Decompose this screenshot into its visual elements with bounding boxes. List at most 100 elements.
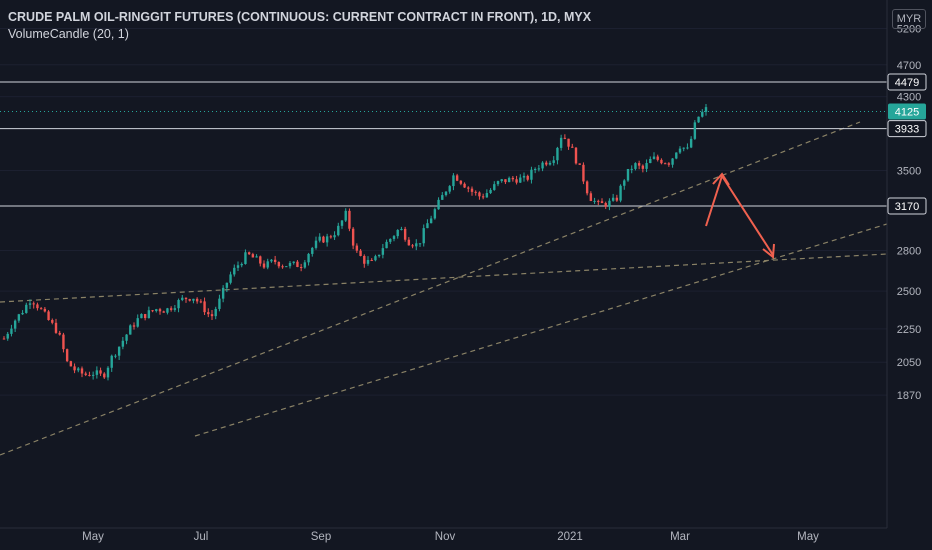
candle-body xyxy=(148,310,150,318)
candle-body xyxy=(359,251,361,256)
candle-body xyxy=(460,181,462,184)
candle-body xyxy=(81,368,83,373)
candle-body xyxy=(653,157,655,159)
candle-body xyxy=(694,122,696,139)
candle-body xyxy=(512,178,514,179)
indicator-label[interactable]: VolumeCandle (20, 1) xyxy=(8,26,591,43)
candle-body xyxy=(627,169,629,180)
time-tick-label: Jul xyxy=(194,531,209,543)
candle-body xyxy=(177,300,179,308)
level-tag-label: 4479 xyxy=(895,77,919,89)
candle-body xyxy=(382,248,384,255)
candle-body xyxy=(307,254,309,262)
candle-body xyxy=(114,356,116,357)
candle-body xyxy=(508,178,510,182)
price-tick-label: 2500 xyxy=(897,286,921,298)
candle-body xyxy=(586,181,588,193)
candle-body xyxy=(285,266,287,267)
time-tick-label: Nov xyxy=(435,531,456,543)
candle-body xyxy=(21,313,23,314)
candle-body xyxy=(118,347,120,356)
candle-body xyxy=(40,308,42,309)
candle-body xyxy=(348,211,350,229)
candle-body xyxy=(296,262,298,267)
candle-body xyxy=(430,218,432,223)
candle-body xyxy=(73,366,75,370)
candle-body xyxy=(315,241,317,248)
candle-body xyxy=(107,368,109,378)
candle-body xyxy=(10,329,12,334)
candle-body xyxy=(441,195,443,200)
symbol-title[interactable]: CRUDE PALM OIL-RINGGIT FUTURES (CONTINUO… xyxy=(8,9,591,26)
candle-body xyxy=(579,163,581,164)
candle-body xyxy=(489,190,491,193)
candle-body xyxy=(393,236,395,239)
candle-body xyxy=(181,298,183,300)
candle-body xyxy=(445,192,447,195)
candle-body xyxy=(397,230,399,236)
candle-body xyxy=(631,169,633,170)
candle-body xyxy=(415,243,417,246)
candle-body xyxy=(649,159,651,163)
time-tick-label: May xyxy=(797,531,819,543)
candle-body xyxy=(482,196,484,197)
candle-body xyxy=(300,267,302,268)
candle-body xyxy=(612,198,614,201)
candle-body xyxy=(47,311,49,320)
candle-body xyxy=(189,299,191,301)
candle-body xyxy=(527,176,529,180)
candle-body xyxy=(449,186,451,192)
candle-body xyxy=(534,169,536,170)
time-tick-label: 2021 xyxy=(557,531,583,543)
candle-body xyxy=(14,321,16,329)
candle-body xyxy=(660,160,662,163)
candle-body xyxy=(200,301,202,302)
candle-body xyxy=(541,163,543,169)
candle-body xyxy=(389,239,391,242)
candle-body xyxy=(538,168,540,169)
candle-body xyxy=(619,186,621,201)
time-tick-label: May xyxy=(82,531,104,543)
candle-body xyxy=(400,229,402,230)
candle-body xyxy=(88,375,90,376)
candle-body xyxy=(645,163,647,169)
candle-body xyxy=(151,310,153,311)
candle-body xyxy=(140,314,142,318)
candle-body xyxy=(133,325,135,326)
candle-body xyxy=(51,320,53,323)
candle-body xyxy=(553,160,555,163)
candle-body xyxy=(593,201,595,202)
level-tag-label: 3933 xyxy=(895,124,919,136)
candle-body xyxy=(378,255,380,256)
candle-body xyxy=(671,159,673,165)
candle-body xyxy=(263,264,265,268)
candle-body xyxy=(33,303,35,304)
candle-body xyxy=(237,265,239,268)
candle-body xyxy=(137,318,139,327)
candle-body xyxy=(36,304,38,308)
candle-body xyxy=(549,163,551,165)
candle-body xyxy=(683,148,685,149)
candle-body xyxy=(616,198,618,201)
candle-body xyxy=(642,166,644,169)
candle-body xyxy=(345,211,347,221)
candle-body xyxy=(229,274,231,282)
candle-body xyxy=(452,175,454,186)
candle-body xyxy=(326,236,328,242)
candle-body xyxy=(634,163,636,169)
candle-body xyxy=(77,368,79,370)
candle-body xyxy=(437,200,439,209)
price-tick-label: 2800 xyxy=(897,245,921,257)
chart-legend: CRUDE PALM OIL-RINGGIT FUTURES (CONTINUO… xyxy=(8,9,591,43)
candle-body xyxy=(371,260,373,261)
candle-body xyxy=(367,260,369,264)
candle-body xyxy=(530,170,532,180)
candle-body xyxy=(267,261,269,267)
time-tick-label: Mar xyxy=(670,531,690,543)
currency-button[interactable]: MYR xyxy=(892,9,926,29)
candle-body xyxy=(374,256,376,260)
price-tick-label: 4700 xyxy=(897,60,921,72)
candle-body xyxy=(560,138,562,148)
candle-body xyxy=(70,361,72,366)
